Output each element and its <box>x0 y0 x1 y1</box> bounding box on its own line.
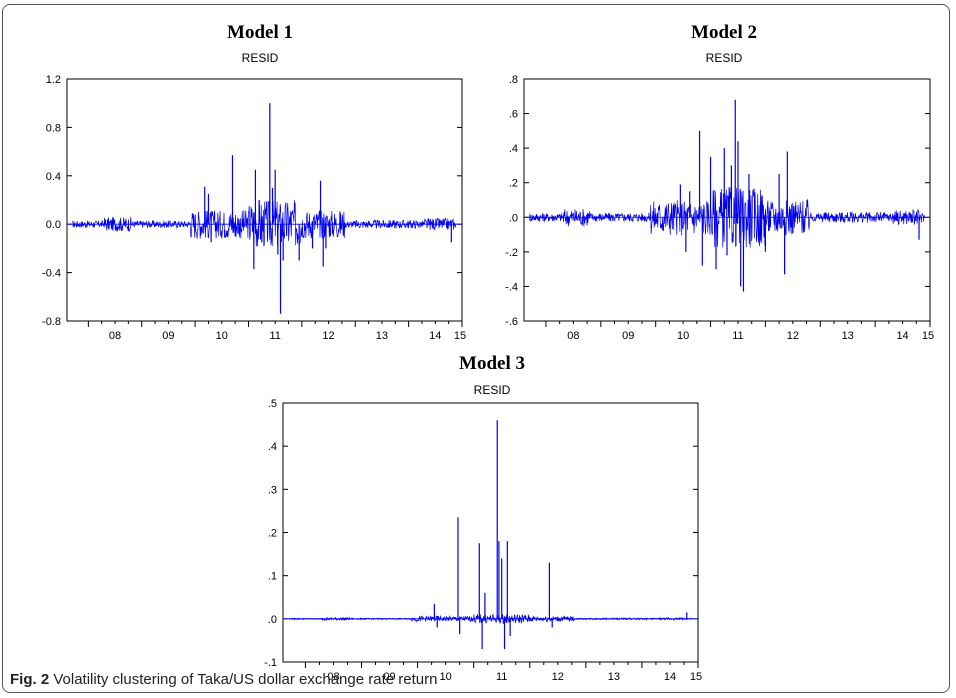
x-tick-label: 08 <box>109 330 121 342</box>
x-tick-label: 09 <box>383 671 395 683</box>
x-tick-label: 15 <box>454 330 466 342</box>
x-tick-label: 10 <box>440 671 452 683</box>
y-tick-label: .2 <box>509 178 518 190</box>
x-tick-label: 12 <box>322 330 334 342</box>
x-tick-label: 11 <box>269 330 280 342</box>
y-tick-label: 0.4 <box>46 171 61 183</box>
x-tick-label: 11 <box>496 671 507 683</box>
y-tick-label: -.4 <box>505 281 518 293</box>
model-1-subtitle: RESID <box>241 51 279 65</box>
x-tick-label: 08 <box>327 671 339 683</box>
x-tick-label: 14 <box>429 330 441 342</box>
x-tick-label: 13 <box>608 671 620 683</box>
y-tick-label: -.2 <box>505 247 518 259</box>
model-2-title: Model 2 <box>691 22 757 43</box>
x-tick-label: 13 <box>842 330 854 342</box>
x-tick-label: 10 <box>677 330 689 342</box>
y-tick-label: .4 <box>509 143 518 155</box>
x-tick-label: 09 <box>622 330 634 342</box>
plot-area-border <box>523 78 931 322</box>
y-tick-label: .1 <box>268 571 277 583</box>
x-tick-label: 09 <box>162 330 174 342</box>
figure-caption: Fig. 2 Volatility clustering of Taka/US … <box>10 671 437 688</box>
x-tick-label: 10 <box>216 330 228 342</box>
y-tick-label: 0.0 <box>46 219 61 231</box>
model-3-title: Model 3 <box>459 353 525 374</box>
y-tick-label: .0 <box>268 614 277 626</box>
x-tick-label: 15 <box>690 671 702 683</box>
y-tick-label: -.6 <box>505 316 518 328</box>
figure-caption-text: Volatility clustering of Taka/US dollar … <box>53 671 438 688</box>
y-tick-label: .8 <box>509 74 518 86</box>
y-tick-label: -0.4 <box>42 268 61 280</box>
y-tick-label: .0 <box>509 212 518 224</box>
figure-label: Fig. 2 <box>10 671 50 688</box>
y-tick-label: -.1 <box>264 657 277 669</box>
x-tick-label: 13 <box>376 330 388 342</box>
x-tick-label: 15 <box>922 330 934 342</box>
y-tick-label: -0.8 <box>42 316 61 328</box>
model-2-subtitle: RESID <box>705 51 743 65</box>
x-tick-label: 14 <box>664 671 676 683</box>
plot-area-border <box>66 78 463 322</box>
y-tick-label: .2 <box>268 528 277 540</box>
y-tick-label: .4 <box>268 441 277 453</box>
x-tick-label: 12 <box>787 330 799 342</box>
model-3-subtitle: RESID <box>473 383 511 397</box>
y-tick-label: 0.8 <box>46 122 61 134</box>
resid-series-line <box>288 614 693 625</box>
plot-area-border <box>282 402 699 663</box>
y-tick-label: .6 <box>509 109 518 121</box>
y-tick-label: 1.2 <box>46 74 61 86</box>
x-tick-label: 11 <box>732 330 743 342</box>
model-1-title: Model 1 <box>227 22 293 43</box>
figure-frame <box>2 4 950 693</box>
y-tick-label: .3 <box>268 484 277 496</box>
resid-series-line <box>72 200 457 247</box>
x-tick-label: 14 <box>896 330 908 342</box>
y-tick-label: .5 <box>268 398 277 410</box>
x-tick-label: 08 <box>567 330 579 342</box>
x-tick-label: 12 <box>552 671 564 683</box>
